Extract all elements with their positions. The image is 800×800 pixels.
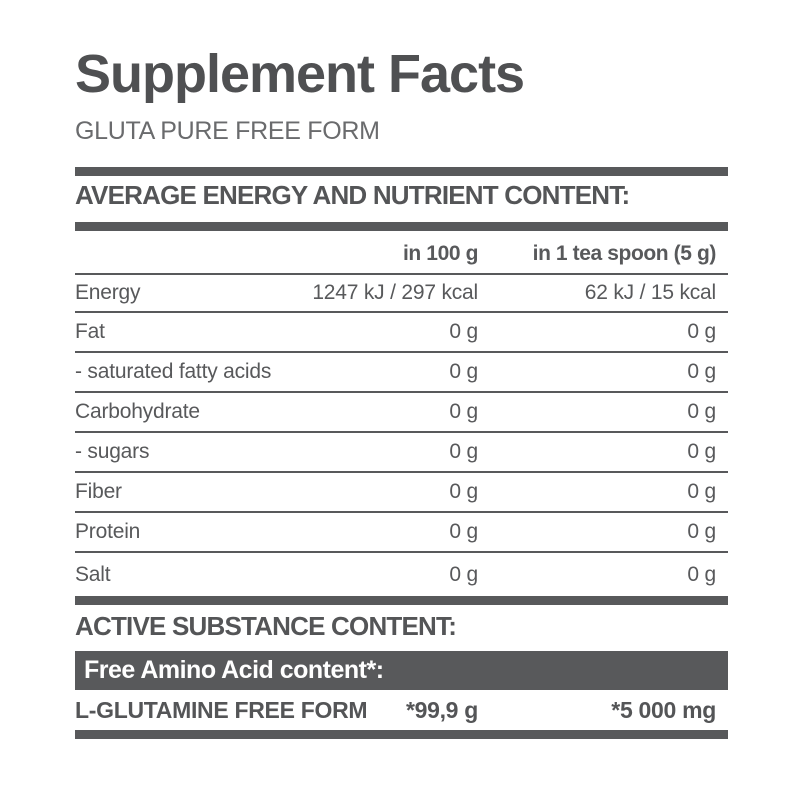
nutrient-name: Salt	[75, 562, 111, 586]
divider-bar-under-heading	[75, 222, 728, 231]
active-substance-name: L-GLUTAMINE FREE FORM	[75, 696, 368, 723]
nutrition-section-heading: AVERAGE ENERGY AND NUTRIENT CONTENT:	[75, 180, 630, 210]
divider-bar-top	[75, 167, 728, 176]
value-per-serving: 0 g	[687, 320, 716, 343]
column-header-per-serving: in 1 tea spoon (5 g)	[532, 242, 717, 265]
divider-bar-bottom	[75, 730, 728, 739]
amino-acid-banner-label: Free Amino Acid content*:	[84, 656, 384, 684]
table-row: Energy 1247 kJ / 297 kcal 62 kJ / 15 kca…	[75, 275, 728, 313]
value-per-100g: 0 g	[449, 320, 478, 343]
table-row: - saturated fatty acids 0 g 0 g	[75, 353, 728, 393]
value-per-serving: 62 kJ / 15 kcal	[584, 281, 716, 304]
nutrient-name: Fat	[75, 320, 105, 343]
value-per-serving: 0 g	[687, 360, 716, 383]
column-header-per-100g: in 100 g	[403, 242, 478, 265]
value-per-100g: 0 g	[449, 480, 478, 503]
active-value-per-100g: *99,9 g	[405, 696, 478, 723]
nutrient-name: - saturated fatty acids	[75, 360, 272, 383]
value-per-100g: 0 g	[449, 400, 478, 423]
value-per-serving: 0 g	[687, 480, 716, 503]
value-per-serving: 0 g	[687, 520, 716, 543]
product-name: GLUTA PURE FREE FORM	[75, 117, 380, 145]
value-per-100g: 1247 kJ / 297 kcal	[312, 281, 478, 304]
nutrient-name: - sugars	[75, 440, 150, 463]
nutrient-name: Fiber	[75, 480, 122, 503]
table-header-row: in 100 g in 1 tea spoon (5 g)	[75, 231, 728, 275]
label-content: Supplement Facts GLUTA PURE FREE FORM AV…	[75, 46, 728, 739]
table-row: Fat 0 g 0 g	[75, 313, 728, 353]
active-substance-heading: ACTIVE SUBSTANCE CONTENT:	[75, 611, 457, 641]
table-row: Fiber 0 g 0 g	[75, 473, 728, 513]
value-per-serving: 0 g	[687, 562, 716, 586]
table-row: Protein 0 g 0 g	[75, 513, 728, 553]
active-substance-row: L-GLUTAMINE FREE FORM *99,9 g *5 000 mg	[75, 690, 728, 730]
value-per-100g: 0 g	[449, 440, 478, 463]
nutrient-name: Protein	[75, 520, 141, 543]
value-per-100g: 0 g	[449, 520, 478, 543]
page-title: Supplement Facts	[75, 44, 525, 104]
value-per-serving: 0 g	[687, 440, 716, 463]
table-row: - sugars 0 g 0 g	[75, 433, 728, 473]
value-per-serving: 0 g	[687, 400, 716, 423]
amino-acid-banner: Free Amino Acid content*:	[75, 651, 728, 690]
nutrient-name: Carbohydrate	[75, 400, 200, 423]
value-per-100g: 0 g	[449, 562, 478, 586]
active-value-per-serving: *5 000 mg	[611, 696, 716, 723]
divider-bar-mid	[75, 596, 728, 605]
value-per-100g: 0 g	[449, 360, 478, 383]
table-row: Salt 0 g 0 g	[75, 553, 728, 596]
table-row: Carbohydrate 0 g 0 g	[75, 393, 728, 433]
nutrient-name: Energy	[75, 281, 141, 304]
